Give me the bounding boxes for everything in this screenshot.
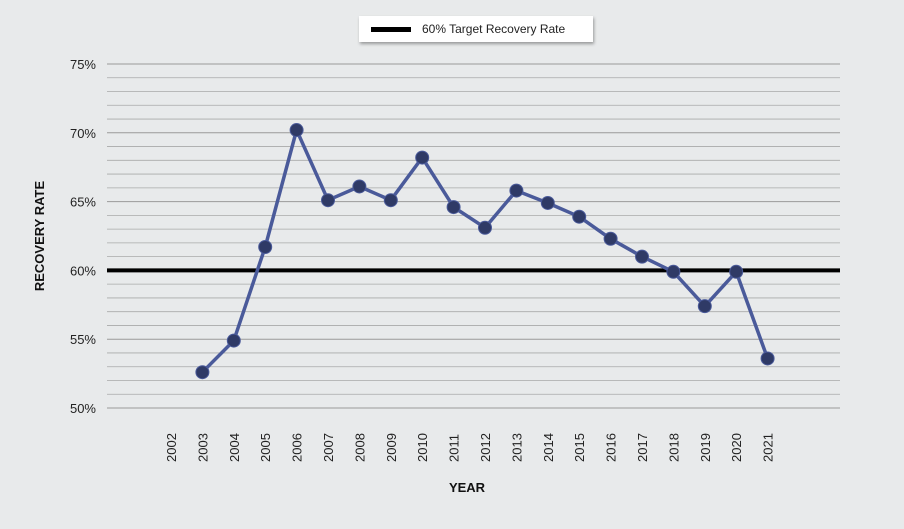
data-point (383, 193, 398, 208)
x-tick-labels: 2002 2003 2004 2005 2006 2007 2008 2009 2010 2011… (164, 433, 776, 462)
data-point (195, 365, 210, 380)
data-point (540, 195, 555, 210)
x-tick-label: 2017 (635, 433, 650, 462)
y-axis-title: RECOVERY RATE (32, 181, 47, 292)
x-axis-title: YEAR (449, 480, 486, 495)
data-point (226, 333, 241, 348)
data-point (415, 150, 430, 165)
x-tick-label: 2015 (572, 433, 587, 462)
x-tick-label: 2003 (195, 433, 210, 462)
x-tick-label: 2006 (290, 433, 305, 462)
x-tick-label: 2009 (384, 433, 399, 462)
data-point (289, 123, 304, 138)
data-point (635, 249, 649, 264)
data-point (446, 200, 461, 215)
data-point (321, 193, 335, 208)
y-tick-label: 55% (70, 332, 96, 347)
legend-swatch-target (371, 26, 411, 32)
data-point (572, 209, 587, 224)
y-tick-label: 50% (70, 401, 96, 416)
data-point (509, 183, 524, 198)
y-tick-label: 70% (70, 126, 96, 141)
x-tick-label: 2004 (227, 433, 242, 462)
data-point (478, 220, 492, 235)
x-tick-label: 2011 (447, 434, 462, 462)
data-point (760, 351, 775, 366)
y-tick-labels: 50% 55% 60% 65% 70% 75% (70, 57, 96, 416)
data-point (603, 231, 618, 246)
x-tick-label: 2007 (321, 433, 336, 462)
data-point (352, 179, 367, 194)
x-tick-label: 2012 (478, 433, 493, 462)
data-point (729, 264, 744, 279)
data-point (697, 299, 712, 314)
data-point (258, 240, 273, 255)
x-tick-label: 2008 (352, 433, 367, 462)
legend: 60% Target Recovery Rate (359, 16, 593, 42)
x-tick-label: 2021 (761, 433, 776, 462)
data-point (666, 264, 681, 279)
series-line (201, 128, 770, 374)
y-tick-label: 60% (70, 263, 96, 278)
x-tick-label: 2019 (698, 433, 713, 462)
x-tick-label: 2010 (415, 433, 430, 462)
x-tick-label: 2005 (258, 433, 273, 462)
x-tick-label: 2016 (604, 433, 619, 462)
x-tick-label: 2002 (164, 433, 179, 462)
x-tick-label: 2013 (509, 433, 524, 462)
x-tick-label: 2020 (729, 433, 744, 462)
data-points (195, 123, 775, 380)
legend-label-target: 60% Target Recovery Rate (422, 22, 566, 36)
x-tick-label: 2018 (666, 433, 681, 462)
y-tick-label: 65% (70, 195, 96, 210)
x-tick-label: 2014 (541, 433, 556, 462)
y-tick-label: 75% (70, 57, 96, 72)
